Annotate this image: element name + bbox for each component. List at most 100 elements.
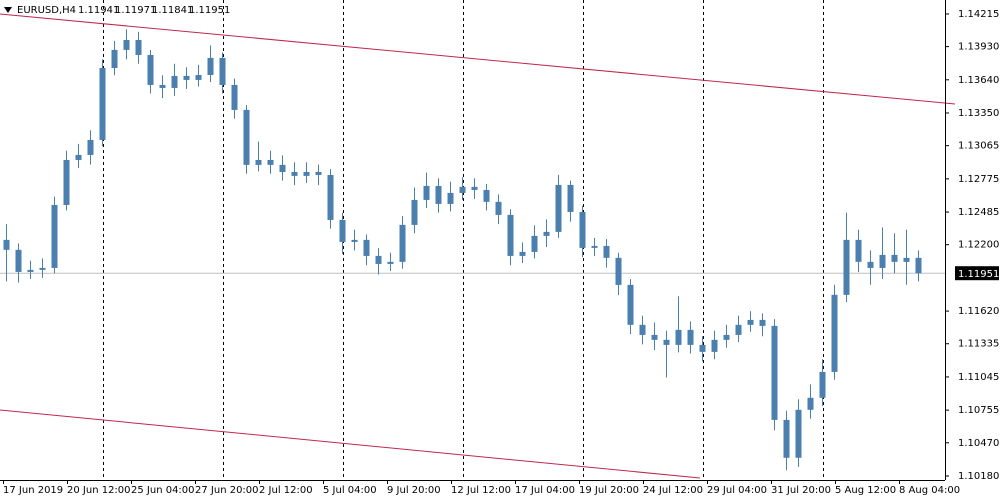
header-open: 1.11941 (78, 5, 119, 16)
x-tick-label: 12 Jul 12:00 (451, 485, 511, 496)
candle-body (363, 239, 370, 256)
candle-body (807, 397, 814, 410)
candle-body (723, 334, 730, 340)
candle-body (3, 239, 10, 250)
candle-body (255, 159, 262, 165)
candle-body (279, 164, 286, 172)
candle-body (783, 419, 790, 458)
header-low: 1.11841 (152, 5, 193, 16)
candle-body (303, 171, 310, 176)
candle-body (243, 109, 250, 165)
candle-body (183, 75, 190, 80)
candle-body (231, 84, 238, 110)
x-tick-label: 25 Jun 04:00 (131, 485, 195, 496)
candle-body (87, 139, 94, 155)
candle-body (915, 257, 922, 274)
candle-body (771, 325, 778, 420)
candle-body (207, 57, 214, 75)
candle-body (99, 68, 106, 140)
y-tick-label: 1.13350 (958, 108, 999, 119)
channel-upper (0, 13, 956, 105)
y-tick-label: 1.12200 (958, 240, 999, 251)
x-tick-label: 8 Aug 04:00 (899, 485, 960, 496)
candle-body (591, 245, 598, 248)
candle-body (75, 154, 82, 160)
candle-body (747, 319, 754, 325)
candle-body (171, 75, 178, 88)
x-tick-label: 17 Jul 04:00 (515, 485, 575, 496)
candle-body (711, 339, 718, 352)
candle-body (471, 186, 478, 190)
x-tick-label: 24 Jul 12:00 (643, 485, 703, 496)
candle-body (159, 84, 166, 88)
candle-body (387, 261, 394, 264)
candle-body (687, 329, 694, 345)
candle-body (555, 184, 562, 232)
x-tick-label: 29 Jul 04:00 (707, 485, 767, 496)
y-tick-label: 1.11620 (958, 306, 999, 317)
candles (0, 29, 945, 471)
candle-body (675, 329, 682, 345)
candle-body (219, 57, 226, 85)
x-tick-label: 17 Jun 2019 (3, 485, 63, 496)
candle-body (759, 319, 766, 326)
candle-body (627, 284, 634, 325)
y-tick-label: 1.10755 (958, 405, 999, 416)
candle-body (903, 257, 910, 262)
y-tick-label: 1.13930 (958, 42, 999, 53)
current-price-label: 1.11951 (958, 269, 999, 280)
y-tick-label: 1.12485 (958, 207, 999, 218)
x-tick-label: 5 Aug 12:00 (835, 485, 896, 496)
candle-body (843, 239, 850, 295)
y-tick-label: 1.14215 (958, 9, 999, 20)
candle-body (639, 324, 646, 335)
x-tick-label: 19 Jul 20:00 (579, 485, 639, 496)
candle-body (291, 171, 298, 176)
x-tick-label: 9 Jul 20:00 (387, 485, 441, 496)
y-tick-label: 1.13640 (958, 75, 999, 86)
y-tick-label: 1.11335 (958, 339, 999, 350)
candle-body (495, 201, 502, 215)
candle-body (195, 75, 202, 80)
header-high: 1.11971 (115, 5, 156, 16)
candle-body (579, 211, 586, 248)
x-tick-label: 31 Jul 20:00 (771, 485, 831, 496)
symbol: EURUSD,H4 (17, 5, 76, 16)
candle-body (51, 204, 58, 268)
candle-body (879, 254, 886, 268)
candle-body (39, 267, 46, 270)
candle-body (819, 371, 826, 398)
candle-body (567, 184, 574, 212)
y-tick-label: 1.12775 (958, 174, 999, 185)
candle-body (135, 39, 142, 55)
header-close: 1.11951 (189, 5, 230, 16)
candle-body (699, 344, 706, 352)
candle-body (339, 219, 346, 242)
x-tick-label: 5 Jul 04:00 (323, 485, 377, 496)
candle-body (423, 185, 430, 200)
candle-body (543, 231, 550, 236)
candle-body (15, 249, 22, 272)
candle-body (123, 39, 130, 50)
candle-body (531, 235, 538, 252)
candle-body (147, 54, 154, 85)
candle-body (507, 214, 514, 256)
candle-body (351, 239, 358, 242)
candle-body (315, 171, 322, 175)
y-tick-label: 1.11045 (958, 372, 999, 383)
current-price-box (955, 266, 999, 281)
candle-body (267, 159, 274, 165)
menu-triangle[interactable] (4, 7, 12, 13)
candle-body (111, 49, 118, 69)
candle-body (447, 192, 454, 204)
y-tick-label: 1.10180 (958, 471, 999, 482)
candle-body (795, 409, 802, 458)
candle-body (375, 255, 382, 264)
candle-body (399, 224, 406, 262)
candle-body (831, 294, 838, 372)
candle-body (735, 324, 742, 335)
x-tick-label: 20 Jun 12:00 (67, 485, 131, 496)
candle-body (483, 189, 490, 202)
